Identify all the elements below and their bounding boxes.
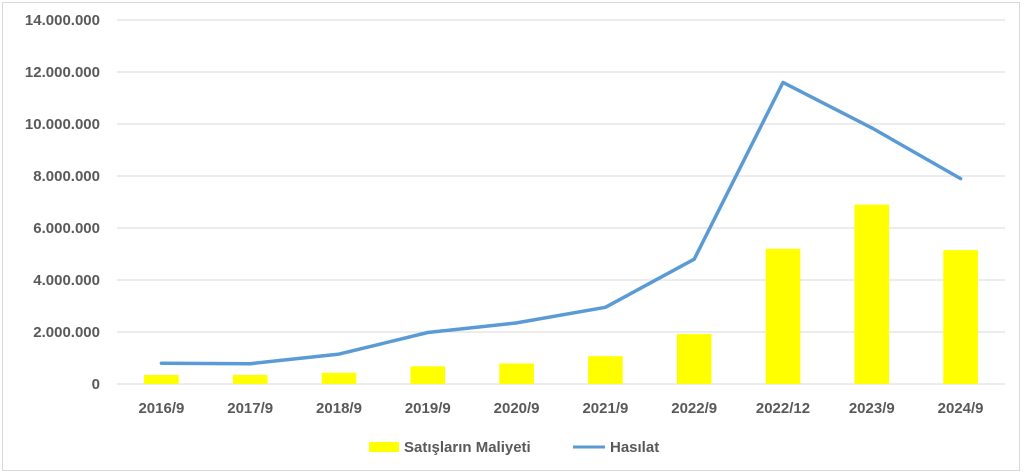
line-path — [159, 80, 963, 366]
y-tick-label: 0 — [92, 376, 100, 393]
x-tick-label: 2022/9 — [671, 400, 717, 417]
x-tick-label: 2024/9 — [938, 400, 984, 417]
bar — [410, 366, 446, 384]
x-tick-label: 2018/9 — [316, 400, 362, 417]
bar — [144, 374, 179, 384]
legend-label-hasilat: Hasılat — [610, 439, 659, 456]
bar-series-satislarin-maliyeti — [144, 204, 978, 384]
x-tick-label: 2022/12 — [756, 400, 810, 417]
y-tick-label: 4.000.000 — [33, 272, 100, 289]
bar — [676, 334, 712, 384]
y-axis-tick-labels: 0 2.000.000 4.000.000 6.000.000 8.000.000 10.… — [25, 12, 100, 393]
bar — [321, 372, 357, 384]
y-tick-label: 12.000.000 — [25, 64, 100, 81]
bar — [232, 374, 268, 384]
bar — [854, 204, 890, 384]
y-tick-label: 6.000.000 — [33, 220, 100, 237]
x-tick-label: 2017/9 — [227, 400, 273, 417]
bar — [499, 363, 534, 384]
x-tick-label: 2019/9 — [405, 400, 451, 417]
y-tick-label: 14.000.000 — [25, 12, 100, 29]
x-tick-label: 2016/9 — [138, 400, 184, 417]
bar — [943, 250, 978, 384]
bar — [588, 356, 623, 384]
legend-label-satislarin-maliyeti: Satışların Maliyeti — [404, 439, 531, 456]
y-tick-label: 2.000.000 — [33, 324, 100, 341]
line-series-hasilat — [159, 80, 963, 366]
legend-swatch-satislarin-maliyeti — [369, 442, 399, 452]
legend: Satışların Maliyeti Hasılat — [369, 439, 659, 456]
x-axis-tick-labels: 2016/9 2017/9 2018/9 2019/9 2020/9 2021/9 2022… — [138, 400, 983, 417]
y-tick-label: 10.000.000 — [25, 116, 100, 133]
x-tick-label: 2021/9 — [582, 400, 628, 417]
x-tick-label: 2023/9 — [849, 400, 895, 417]
bar — [765, 248, 801, 384]
y-tick-label: 8.000.000 — [33, 168, 100, 185]
x-tick-label: 2020/9 — [494, 400, 540, 417]
